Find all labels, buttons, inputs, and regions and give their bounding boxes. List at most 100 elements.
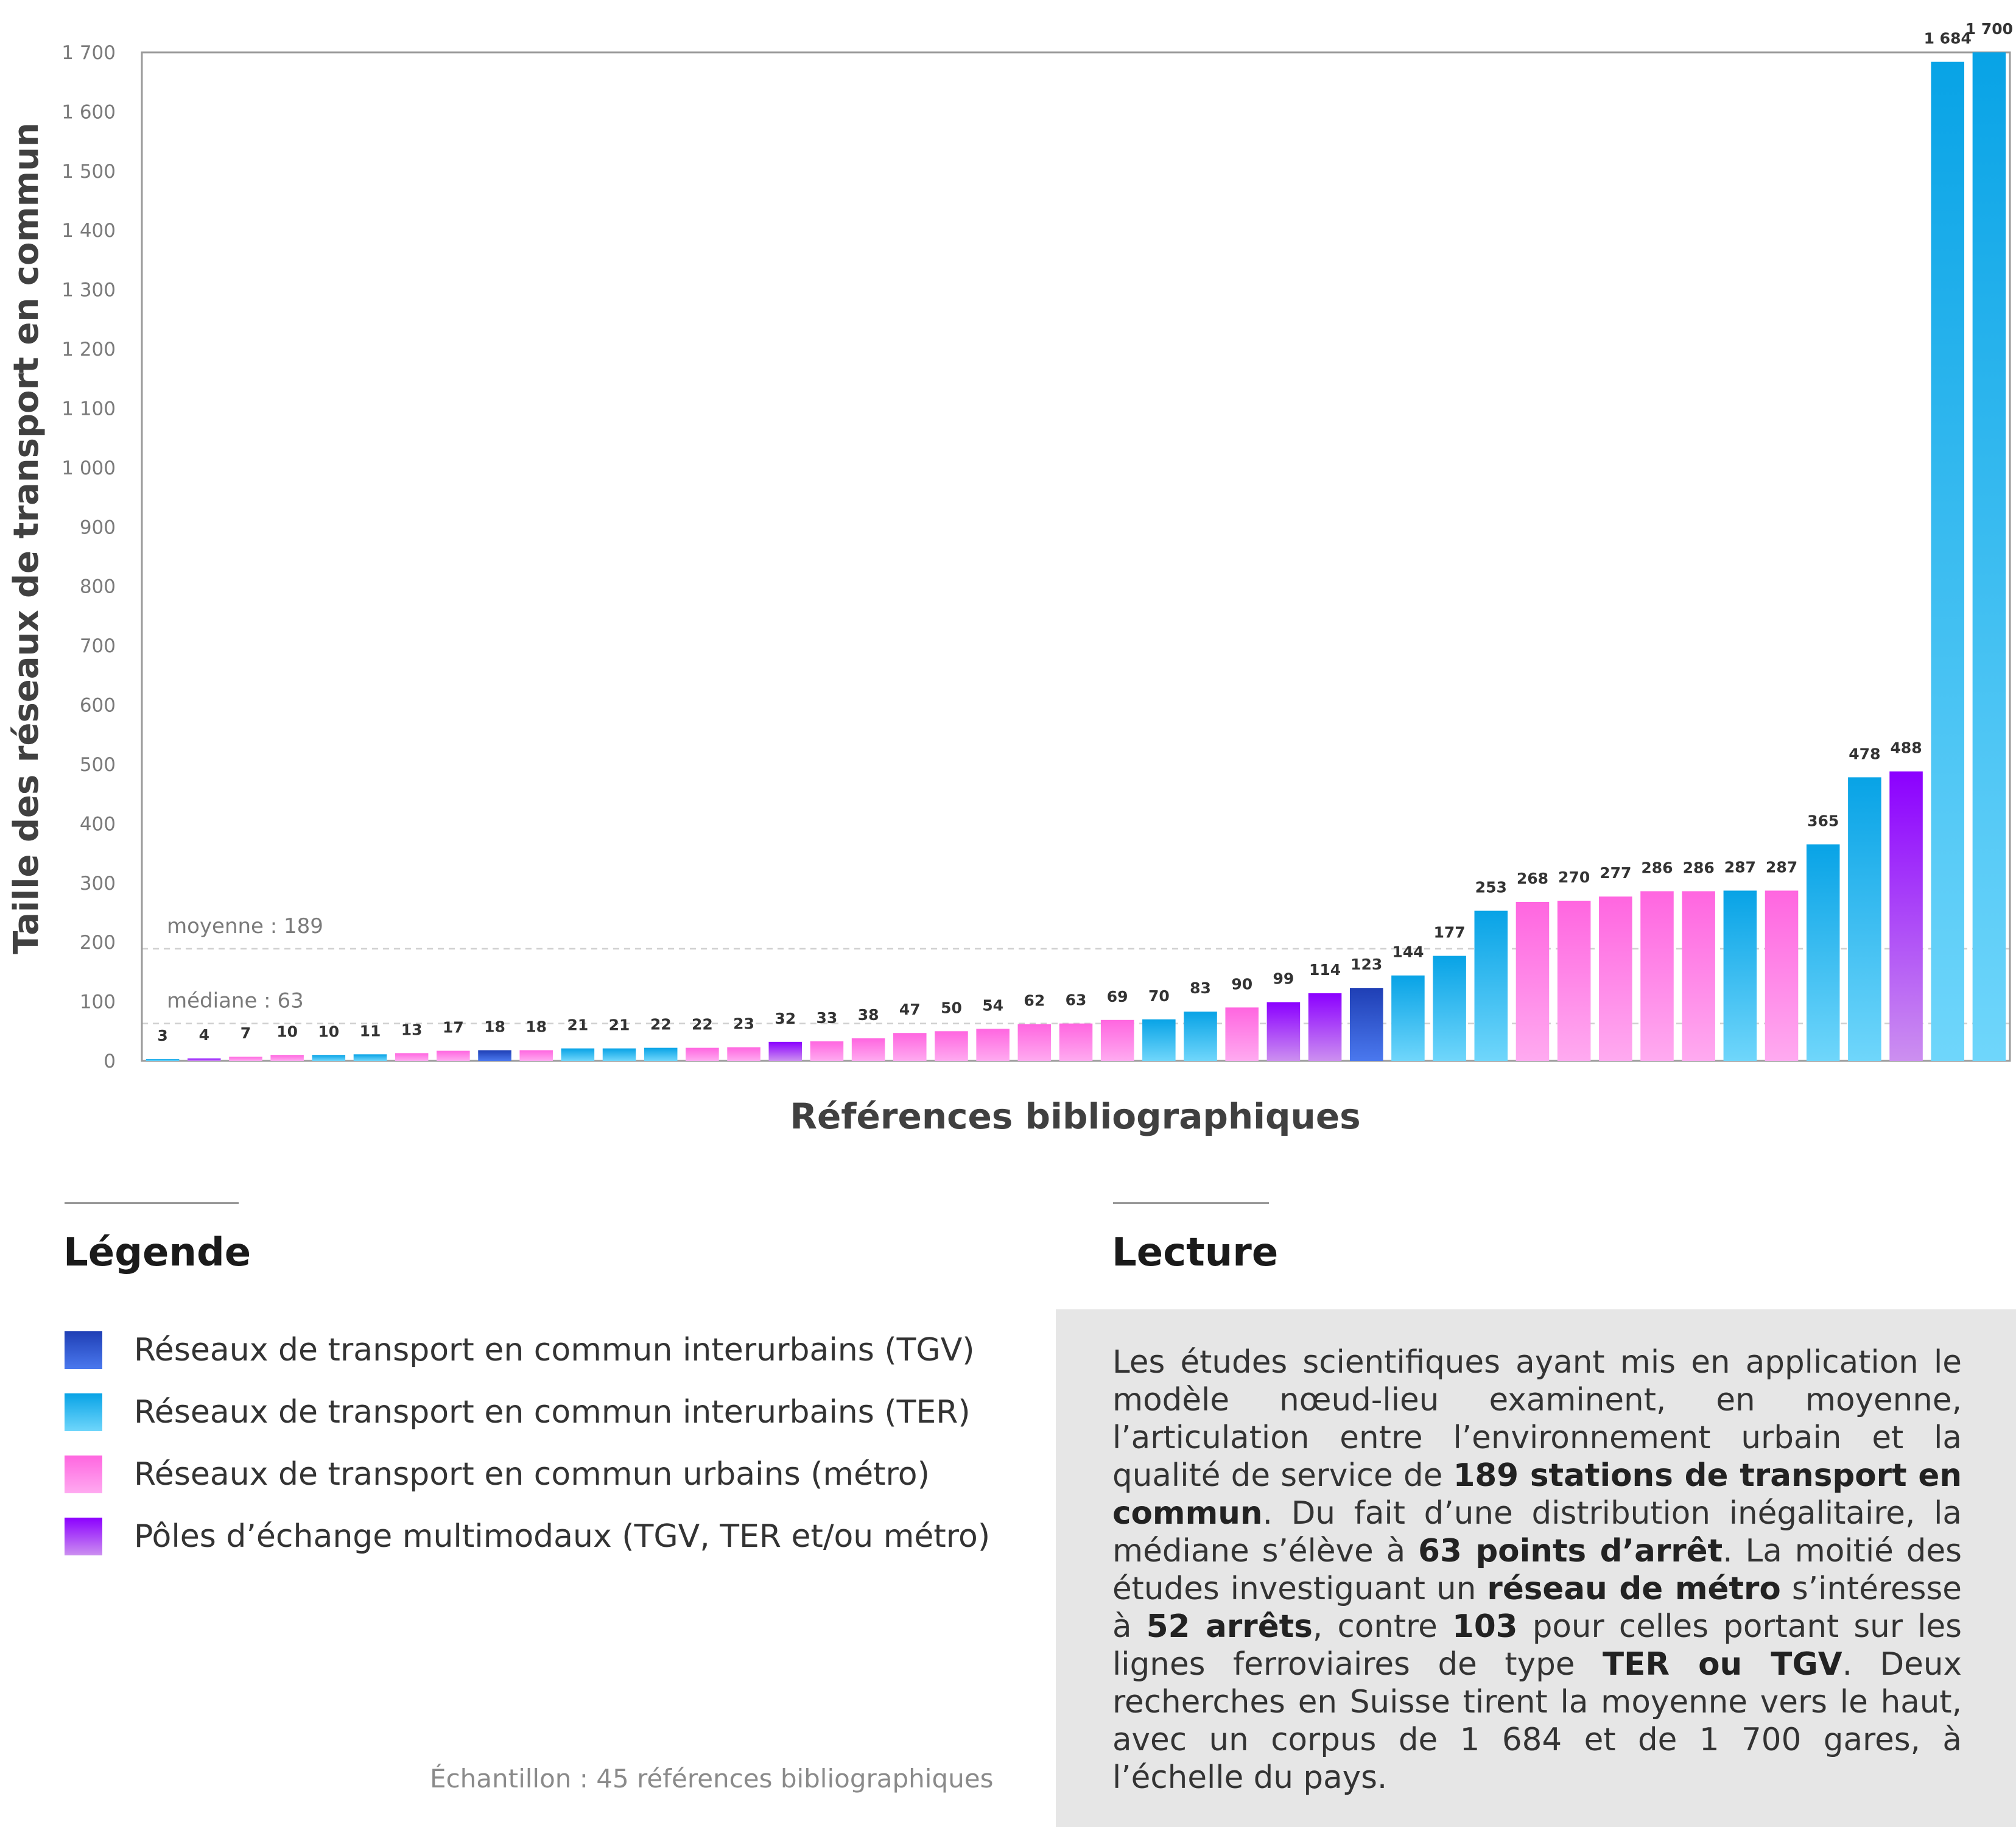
- bar-value-label: 32: [774, 1010, 796, 1027]
- bar-value-label: 38: [858, 1006, 879, 1024]
- legend-item-metro: Réseaux de transport en commun urbains (…: [65, 1453, 930, 1496]
- legend-swatch-tgv: [65, 1331, 102, 1369]
- bar-tgv: [478, 1050, 511, 1061]
- bar-value-label: 17: [443, 1018, 464, 1036]
- bar-metro: [1225, 1007, 1259, 1061]
- bar-ter: [1142, 1019, 1176, 1061]
- lecture-highlight-mean: 189 stations de transport en commun: [1112, 1457, 1962, 1532]
- bar-ter: [146, 1059, 180, 1061]
- bar-value-label: 270: [1558, 868, 1590, 886]
- bar-pole: [1266, 1002, 1301, 1061]
- bar-ter: [1474, 910, 1508, 1061]
- bar-value-label: 99: [1273, 970, 1294, 988]
- y-tick-label: 1 300: [61, 280, 116, 301]
- legend-swatch-metro: [65, 1456, 102, 1493]
- lecture-text-part: . La moitié des études investiguant un: [1112, 1533, 1962, 1607]
- bar-value-label: 3: [157, 1027, 167, 1044]
- bar-value-label: 287: [1766, 858, 1797, 876]
- bar-value-label: 488: [1890, 739, 1922, 757]
- bar-ter: [1723, 890, 1757, 1061]
- bar-value-label: 1 700: [1965, 20, 2013, 38]
- y-tick-label: 800: [80, 576, 116, 598]
- y-tick-label: 1 700: [61, 42, 116, 64]
- bar-value-label: 63: [1066, 991, 1087, 1009]
- bar-metro: [727, 1047, 760, 1061]
- y-tick-label: 300: [80, 873, 116, 895]
- legend-label: Réseaux de transport en commun urbains (…: [134, 1456, 930, 1493]
- y-tick-label: 0: [104, 1051, 116, 1072]
- lecture-text-part: s’intéresse à: [1112, 1571, 1962, 1645]
- bar-ter: [1433, 956, 1466, 1061]
- bar-metro: [1765, 890, 1799, 1061]
- bar-ter: [644, 1047, 678, 1061]
- legend-item-ter: Réseaux de transport en commun interurba…: [65, 1391, 971, 1434]
- lecture-highlight-metro: réseau de métro: [1487, 1571, 1781, 1607]
- bar-value-label: 365: [1807, 812, 1839, 829]
- legend-title: Légende: [63, 1230, 251, 1275]
- bar-value-label: 277: [1600, 864, 1631, 882]
- bar-value-label: 1 684: [1924, 30, 1972, 48]
- bar-metro: [1557, 900, 1591, 1061]
- bar-value-label: 83: [1190, 979, 1211, 997]
- bar-value-label: 253: [1475, 879, 1507, 896]
- bar-metro: [519, 1050, 553, 1061]
- bar-value-label: 50: [941, 999, 962, 1016]
- bar-ter: [1972, 52, 2006, 1061]
- bar-value-label: 69: [1107, 988, 1128, 1005]
- bar-metro: [1017, 1024, 1052, 1061]
- y-tick-label: 1 000: [61, 457, 116, 479]
- legend-divider: [65, 1202, 239, 1204]
- y-tick-label: 500: [80, 754, 116, 776]
- lecture-box: Les études scientifiques ayant mis en ap…: [1056, 1309, 2016, 1827]
- lecture-highlight-rail-count: 103: [1452, 1608, 1518, 1645]
- bar-tgv: [1349, 988, 1383, 1061]
- bar-value-label: 286: [1683, 859, 1715, 876]
- lecture-text-part: Les études scientifiques ayant mis en ap…: [1112, 1344, 1962, 1494]
- legend-item-tgv: Réseaux de transport en commun interurba…: [65, 1329, 975, 1371]
- lecture-text-part: pour celles portant sur les lignes ferro…: [1112, 1608, 1962, 1683]
- bar-metro: [893, 1033, 927, 1061]
- bar-value-label: 11: [360, 1022, 381, 1040]
- bar-metro: [851, 1038, 885, 1061]
- bar-value-label: 287: [1724, 858, 1756, 876]
- bar-ter: [561, 1048, 595, 1061]
- bar-value-label: 23: [733, 1015, 754, 1033]
- bar-value-label: 21: [567, 1016, 588, 1034]
- bar-metro: [437, 1051, 470, 1061]
- y-tick-label: 100: [80, 991, 116, 1013]
- bar-value-label: 22: [692, 1016, 713, 1033]
- bar-value-label: 268: [1517, 870, 1548, 887]
- bar-value-label: 10: [276, 1023, 298, 1040]
- bar-metro: [1640, 891, 1674, 1061]
- bar-ter: [353, 1054, 387, 1061]
- bar-ter: [602, 1048, 636, 1061]
- bar-metro: [935, 1031, 968, 1061]
- bar-value-label: 144: [1392, 943, 1424, 961]
- bar-value-label: 90: [1231, 975, 1252, 993]
- y-tick-label: 1 400: [61, 220, 116, 242]
- bar-value-label: 478: [1849, 745, 1880, 762]
- legend-label: Pôles d’échange multimodaux (TGV, TER et…: [134, 1518, 991, 1555]
- bar-metro: [1100, 1019, 1134, 1061]
- lecture-divider: [1113, 1202, 1269, 1204]
- bar-value-label: 33: [817, 1009, 838, 1027]
- reference-line-label: moyenne : 189: [167, 914, 323, 938]
- lecture-highlight-median: 63 points d’arrêt: [1418, 1533, 1723, 1569]
- y-tick-label: 600: [80, 695, 116, 717]
- bar-metro: [686, 1047, 719, 1061]
- bar-metro: [1682, 891, 1715, 1061]
- legend-label: Réseaux de transport en commun interurba…: [134, 1332, 975, 1368]
- y-tick-label: 700: [80, 635, 116, 657]
- lecture-text-part: , contre: [1312, 1608, 1453, 1645]
- lecture-text-part: . Deux recherches en Suisse tirent la mo…: [1112, 1646, 1962, 1796]
- lecture-text-part: . Du fait d’une distribution inégalitair…: [1112, 1495, 1962, 1569]
- legend-label: Réseaux de transport en commun interurba…: [134, 1394, 971, 1431]
- bar-value-label: 4: [199, 1026, 209, 1044]
- legend-item-pole: Pôles d’échange multimodaux (TGV, TER et…: [65, 1515, 990, 1558]
- bar-ter: [1391, 975, 1425, 1061]
- bar-value-label: 123: [1350, 956, 1382, 973]
- sample-note: Échantillon : 45 références bibliographi…: [430, 1764, 994, 1794]
- lecture-title: Lecture: [1112, 1230, 1279, 1275]
- y-tick-label: 1 200: [61, 339, 116, 361]
- bar-pole: [1308, 993, 1342, 1061]
